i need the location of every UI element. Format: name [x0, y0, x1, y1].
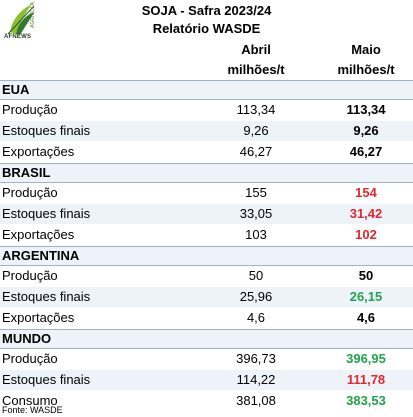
value-maio: 383,53 [346, 393, 386, 408]
value-maio: 46,27 [349, 144, 383, 159]
value-abril: 396,73 [236, 351, 276, 366]
section-header: BRASIL [0, 163, 413, 183]
row-label: Exportações [2, 144, 75, 159]
value-abril: 25,96 [239, 289, 273, 304]
value-abril: 4,6 [246, 310, 266, 325]
value-abril: 114,22 [236, 372, 276, 387]
row-label: Estoques finais [2, 206, 91, 221]
row-label: Estoques finais [2, 289, 91, 304]
value-abril: 46,27 [239, 144, 273, 159]
wasde-table: EUA Produção 113,34 113,34 Estoques finais 9,… [0, 80, 413, 412]
table-row: Exportações 103 102 [0, 225, 413, 246]
value-maio: 50 [358, 268, 374, 283]
value-maio: 4,6 [356, 310, 376, 325]
section-header: MUNDO [0, 329, 413, 349]
table-row: Produção 113,34 113,34 [0, 100, 413, 121]
leaf-icon [7, 4, 35, 35]
afnews-logo [4, 2, 40, 42]
column-header-abril: Abril milhões/t [196, 40, 316, 80]
table-row: Exportações 46,27 46,27 [0, 142, 413, 163]
value-maio: 9,26 [353, 123, 379, 138]
value-maio: 113,34 [346, 102, 386, 117]
value-maio: 26,15 [349, 289, 383, 304]
value-abril: 33,05 [239, 206, 273, 221]
table-row: Estoques finais 114,22 111,78 [0, 370, 413, 391]
value-abril: 50 [248, 268, 264, 283]
source-footer: Fonte: WASDE [2, 405, 63, 415]
row-label: Produção [2, 185, 58, 200]
column-header-maio: Maio milhões/t [306, 40, 413, 80]
logo-brand-text: AFNEWS [4, 34, 32, 40]
table-row: Estoques finais 25,96 26,15 [0, 287, 413, 308]
page-title: SOJA - Safra 2023/24 [141, 3, 272, 18]
column-header-maio-text: Maio milhões/t [337, 42, 395, 77]
value-maio: 154 [355, 185, 377, 200]
row-label: Produção [2, 102, 58, 117]
value-maio: 102 [355, 227, 377, 242]
row-label: Produção [2, 351, 58, 366]
value-abril: 103 [245, 227, 267, 242]
value-abril: 9,26 [243, 123, 269, 138]
table-row: Produção 396,73 396,95 [0, 349, 413, 370]
value-abril: 155 [245, 185, 267, 200]
value-maio: 111,78 [346, 372, 386, 387]
table-row: Consumo 381,08 383,53 [0, 391, 413, 412]
row-label: Estoques finais [2, 372, 91, 387]
row-label: Consumo [2, 393, 58, 408]
table-row: Produção 50 50 [0, 266, 413, 287]
value-abril: 113,34 [236, 102, 276, 117]
value-maio: 396,95 [346, 351, 386, 366]
table-row: Exportações 4,6 4,6 [0, 308, 413, 329]
value-maio: 31,42 [349, 206, 383, 221]
row-label: Exportações [2, 227, 75, 242]
table-row: Estoques finais 33,05 31,42 [0, 204, 413, 225]
column-header-abril-text: Abril milhões/t [227, 42, 285, 77]
row-label: Estoques finais [2, 123, 91, 138]
value-abril: 381,08 [236, 393, 276, 408]
row-label: Produção [2, 268, 58, 283]
section-header: ARGENTINA [0, 246, 413, 266]
table-row: Estoques finais 9,26 9,26 [0, 121, 413, 142]
section-header: EUA [0, 80, 413, 100]
table-row: Produção 155 154 [0, 183, 413, 204]
row-label: Exportações [2, 310, 75, 325]
page-subtitle: Relatório WASDE [152, 21, 261, 36]
